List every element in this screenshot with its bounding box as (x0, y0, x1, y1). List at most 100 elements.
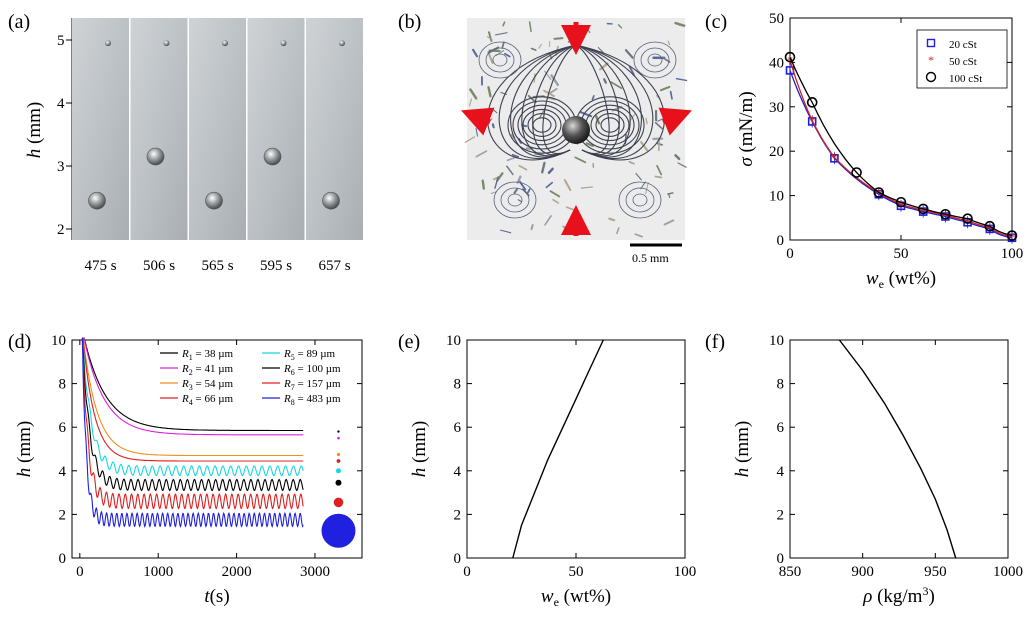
tracer-streak (475, 150, 488, 158)
tracer-streak (591, 95, 595, 101)
y-tick-label: 0 (777, 551, 785, 567)
x-axis-subscript: e (554, 595, 559, 609)
fit-line-50-cSt (789, 60, 1013, 238)
tracer-streak (624, 49, 634, 59)
y-tick-label: 4 (57, 96, 65, 112)
streamline (532, 44, 577, 156)
tracer-streak (516, 175, 522, 184)
x-tick-label: 0 (76, 564, 84, 580)
y-axis-symbol: h (409, 468, 430, 478)
legend-equals: = (193, 363, 205, 375)
x-axis-symbol: w (866, 268, 879, 289)
tracer-streak (659, 85, 671, 92)
y-axis-symbol: h (732, 468, 753, 478)
y-tick-label: 50 (769, 11, 784, 27)
panel-c-chart: 0 50 100 0 10 20 30 40 50 we (wt%) σ (mN/m) * * * * * * *… (736, 11, 1023, 291)
tracer-streak (469, 98, 473, 107)
y-axis-symbol: σ (736, 157, 757, 167)
tracer-streak (628, 65, 635, 76)
bubble-size-dot-R1 (337, 430, 340, 433)
tracer-streak (471, 48, 479, 58)
trajectory-R4 (82, 337, 304, 462)
bubble-size-dot-R8 (321, 513, 356, 548)
panel-label-e: (e) (398, 331, 420, 353)
tracer-streak (469, 88, 478, 100)
tracer-streak (547, 167, 554, 174)
profile-line (838, 339, 957, 559)
tracer-streak (538, 43, 542, 49)
tracer-streak (511, 153, 519, 158)
x-tick-label: 1000 (143, 564, 173, 580)
legend-label-R7: R7 = 157 µm (283, 378, 341, 392)
streamline (510, 44, 577, 158)
legend-subscript: 1 (189, 353, 193, 362)
x-tick-label: 100 (1001, 246, 1024, 262)
y-axis-symbol: h (14, 468, 35, 478)
tracer-streak (608, 217, 616, 222)
tracer-streak (541, 161, 546, 174)
legend-value: 41 µm (204, 363, 233, 375)
tracer-streak (517, 179, 527, 191)
tracer-streak (645, 117, 648, 125)
bubble (322, 191, 340, 210)
legend-label-R5: R5 = 89 µm (283, 348, 336, 362)
y-tick-label: 8 (777, 377, 785, 393)
x-axis-unit: (kg/m (872, 586, 922, 607)
bubble-size-dot-R4 (336, 459, 341, 463)
plot-frame (789, 339, 1009, 559)
tracer-streak (527, 188, 531, 194)
tracer-streak (616, 227, 620, 235)
trajectory-R7 (81, 337, 304, 510)
tracer-streak (513, 187, 519, 194)
x-tick-label: 0 (786, 246, 794, 262)
tracer-streak (582, 32, 585, 39)
vortex-ring (522, 108, 562, 142)
photo-strip (247, 18, 305, 240)
data-point-star: * (920, 203, 926, 217)
trajectory-R3 (82, 337, 304, 457)
y-tick-label: 10 (769, 189, 784, 205)
y-tick-label: 4 (59, 464, 67, 480)
x-tick-label: 850 (779, 564, 802, 580)
legend-marker-circle (925, 71, 937, 83)
tracer-streak (517, 199, 522, 202)
small-bubble (280, 40, 287, 47)
legend-symbol: R (283, 378, 291, 390)
x-tick-label: 1000 (993, 564, 1023, 580)
tracer-streak (504, 52, 511, 58)
recirculation-ring (633, 41, 677, 79)
legend-symbol: R (181, 378, 189, 390)
legend-value: 100 µm (306, 363, 341, 375)
panel-label-c: (c) (705, 11, 727, 33)
tracer-streak (669, 90, 673, 100)
legend-label-R2: R2 = 41 µm (181, 363, 234, 377)
y-tick-label: 2 (57, 222, 65, 238)
data-point-circle (851, 167, 862, 178)
y-axis-unit: (mm) (14, 421, 35, 468)
tracer-streak (677, 162, 687, 168)
panel-f-chart: 850 900 950 1000 0 2 4 6 8 10 ρ (kg/m3) h (mm) (732, 333, 1023, 607)
tracer-streak (675, 77, 688, 82)
recirculation-ring (647, 53, 663, 67)
legend-label: 100 cSt (949, 73, 982, 85)
streamline (521, 44, 577, 157)
recirculation-ring (485, 47, 515, 73)
panel-a-photo-strips: 2 3 4 5 h (mm) 475 s 506 s 565 s 595 s 657 s (24, 18, 363, 274)
x-axis-unit: (wt%) (559, 586, 611, 607)
small-bubble (163, 40, 170, 47)
y-tick-label: 40 (769, 55, 784, 71)
y-tick-label: 2 (454, 507, 462, 523)
recirculation-ring (507, 193, 523, 207)
recirculation-ring (500, 187, 530, 213)
y-tick-label: 4 (454, 464, 462, 480)
legend-label-R6: R6 = 100 µm (283, 363, 341, 377)
tracer-streak (579, 111, 593, 118)
streamline (498, 44, 577, 159)
y-tick-label: 30 (769, 100, 784, 116)
y-tick-label: 10 (51, 333, 66, 349)
tracer-streak (563, 179, 572, 192)
profile-line (512, 339, 604, 559)
data-point-star: * (831, 150, 837, 164)
x-tick-label: 50 (894, 246, 909, 262)
